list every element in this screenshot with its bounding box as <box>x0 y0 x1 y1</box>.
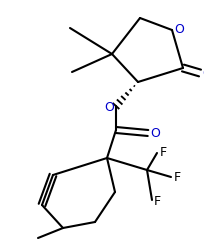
Text: F: F <box>160 145 167 159</box>
Text: F: F <box>154 194 161 207</box>
Text: O: O <box>104 101 114 114</box>
Text: O: O <box>174 22 184 36</box>
Text: O: O <box>202 66 204 79</box>
Text: O: O <box>150 126 160 139</box>
Text: F: F <box>174 171 181 184</box>
